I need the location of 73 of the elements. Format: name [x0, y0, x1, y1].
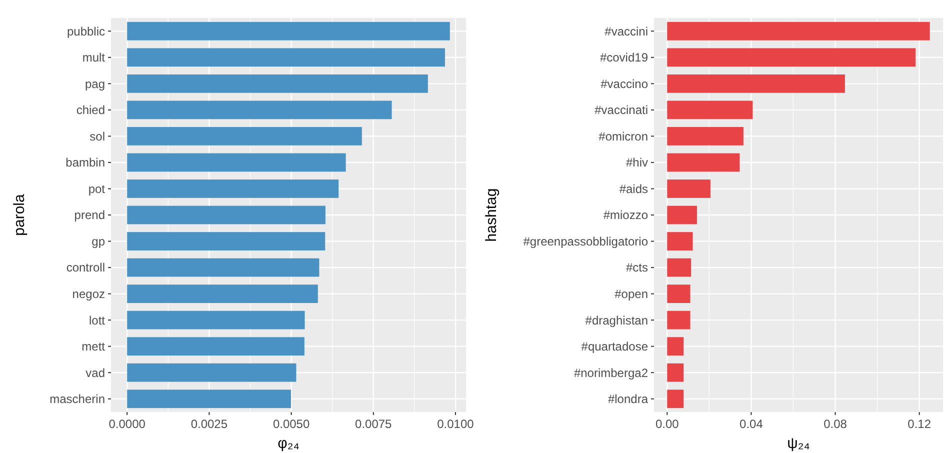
- bar: [667, 284, 690, 303]
- y-tick-label: lott: [88, 313, 106, 328]
- bar: [667, 337, 684, 356]
- x-tick-label: 0.04: [740, 417, 764, 431]
- y-tick-label: mascherin: [50, 392, 105, 406]
- y-tick-label: #draghistan: [585, 313, 648, 328]
- y-axis-title: parola: [11, 193, 28, 236]
- bar: [127, 310, 305, 330]
- bar: [127, 22, 450, 40]
- y-tick-label: prend: [74, 208, 105, 222]
- bar: [127, 232, 326, 250]
- bar: [127, 153, 346, 172]
- y-tick-label: pot: [88, 182, 106, 196]
- bar: [127, 258, 320, 277]
- bar: [127, 284, 318, 303]
- x-tick-label: 0.08: [824, 417, 848, 431]
- bar: [667, 180, 710, 198]
- y-tick-label: vad: [86, 366, 105, 380]
- x-axis-title: ψ₂₄: [787, 435, 810, 452]
- y-tick-label: #covid19: [600, 50, 648, 65]
- y-tick-label: chied: [76, 103, 105, 118]
- y-tick-label: #vaccinati: [594, 103, 648, 118]
- x-tick-label: 0.12: [908, 417, 932, 431]
- y-tick-label: #vaccino: [600, 76, 648, 91]
- y-tick-label: pag: [84, 76, 105, 91]
- bar: [667, 206, 697, 224]
- y-tick-label: #hiv: [626, 156, 648, 170]
- x-tick-label: 0.0025: [190, 417, 228, 431]
- y-tick-label: #miozzo: [603, 208, 648, 222]
- bar: [127, 363, 296, 382]
- y-tick-label: gp: [92, 234, 106, 248]
- x-tick-label: 0.0100: [437, 417, 474, 431]
- bar: [667, 100, 753, 120]
- bar: [127, 206, 326, 224]
- y-tick-label: #norimberga2: [574, 366, 648, 380]
- x-tick-label: 0.00: [655, 417, 680, 431]
- y-axis-title: hashtag: [483, 188, 500, 242]
- bar: [667, 390, 684, 408]
- x-tick-label: 0.0050: [272, 417, 310, 431]
- y-tick-label: pubblic: [66, 24, 105, 38]
- bar: [127, 74, 428, 93]
- y-tick-label: mult: [82, 50, 106, 65]
- bar: [127, 390, 291, 408]
- bar: [667, 74, 845, 93]
- bar: [667, 363, 684, 382]
- y-tick-label: #vaccini: [604, 24, 648, 38]
- y-tick-label: #cts: [626, 260, 648, 275]
- x-tick-label: 0.0000: [108, 417, 146, 431]
- bar: [127, 48, 445, 67]
- y-tick-label: bambin: [66, 156, 105, 170]
- bar: [667, 232, 693, 250]
- y-tick-label: controll: [66, 260, 105, 275]
- y-tick-label: #omicron: [598, 129, 648, 144]
- y-tick-label: sol: [90, 129, 105, 144]
- y-tick-label: mett: [82, 340, 106, 354]
- bar: [127, 180, 339, 198]
- bar: [667, 127, 744, 146]
- y-tick-label: #aids: [619, 182, 648, 196]
- bar: [667, 258, 692, 277]
- bar: [127, 127, 362, 146]
- y-tick-label: negoz: [72, 287, 105, 301]
- y-tick-label: #londra: [608, 392, 648, 406]
- bar: [667, 310, 690, 330]
- x-axis-title: φ₂₄: [278, 435, 300, 452]
- bar: [667, 153, 740, 172]
- bar: [667, 48, 916, 67]
- bar: [127, 100, 392, 120]
- bar: [127, 337, 304, 356]
- x-tick-label: 0.0075: [355, 417, 392, 431]
- y-tick-label: #quartadose: [581, 340, 648, 354]
- y-tick-label: #open: [614, 287, 648, 301]
- y-tick-label: #greenpassobbligatorio: [523, 234, 648, 248]
- bar: [667, 22, 930, 40]
